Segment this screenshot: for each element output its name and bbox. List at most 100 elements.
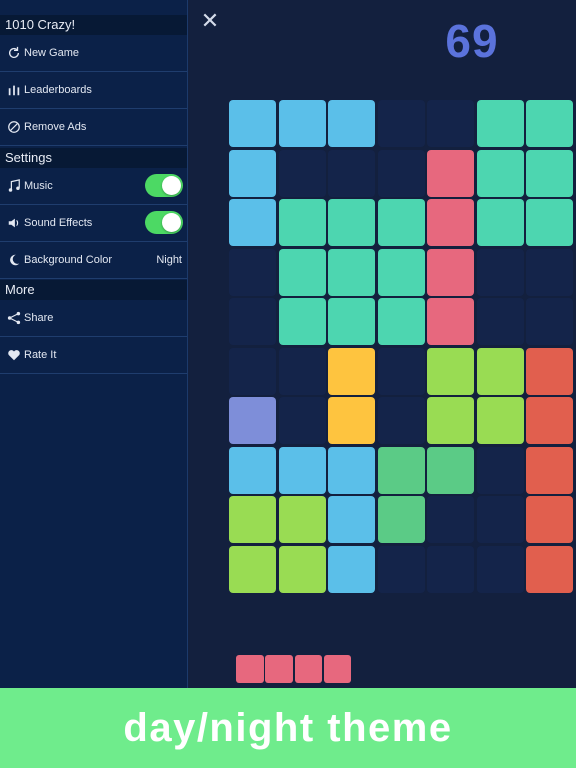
heart-icon	[6, 347, 22, 363]
empty-cell	[476, 298, 524, 345]
leaderboards-label: Leaderboards	[24, 84, 92, 96]
share-label: Share	[24, 312, 54, 324]
filled-cell	[476, 199, 524, 246]
share-icon	[6, 310, 22, 326]
filled-cell	[377, 298, 425, 345]
sound-toggle-knob	[162, 213, 181, 232]
filled-cell	[476, 397, 524, 444]
empty-cell	[229, 248, 276, 296]
filled-cell	[427, 149, 474, 197]
empty-cell	[427, 100, 474, 147]
filled-cell	[328, 496, 375, 543]
empty-cell	[526, 248, 573, 296]
filled-cell	[229, 496, 276, 543]
no-sign-icon	[6, 119, 22, 135]
piece-cell	[323, 655, 352, 683]
filled-cell	[229, 149, 276, 197]
filled-cell	[526, 545, 573, 593]
filled-cell	[377, 199, 425, 246]
music-note-icon	[6, 178, 22, 194]
moon-icon	[6, 252, 22, 268]
side-menu: 1010 Crazy! New Game Leaderboards Remove…	[0, 0, 188, 688]
sound-effects-toggle[interactable]	[145, 211, 183, 234]
empty-cell	[377, 545, 425, 593]
empty-cell	[476, 496, 524, 543]
empty-cell	[377, 100, 425, 147]
music-label: Music	[24, 180, 53, 192]
empty-cell	[526, 298, 573, 345]
promo-banner: day/night theme	[0, 688, 576, 768]
empty-cell	[476, 446, 524, 494]
background-color-label: Background Color	[24, 254, 113, 266]
piece-cell	[294, 655, 323, 683]
speaker-icon	[6, 215, 22, 231]
music-toggle-knob	[162, 176, 181, 195]
close-icon[interactable]: ✕	[200, 8, 220, 33]
new-game-label: New Game	[24, 47, 80, 59]
refresh-icon	[6, 45, 22, 61]
empty-cell	[278, 397, 326, 444]
filled-cell	[377, 446, 425, 494]
filled-cell	[377, 496, 425, 543]
empty-cell	[427, 496, 474, 543]
settings-header: Settings	[0, 148, 187, 168]
filled-cell	[229, 397, 276, 444]
filled-cell	[427, 347, 474, 395]
filled-cell	[526, 100, 573, 147]
filled-cell	[278, 100, 326, 147]
filled-cell	[278, 496, 326, 543]
empty-cell	[377, 347, 425, 395]
empty-cell	[328, 149, 375, 197]
filled-cell	[328, 446, 375, 494]
filled-cell	[476, 347, 524, 395]
empty-cell	[229, 347, 276, 395]
empty-cell	[278, 149, 326, 197]
filled-cell	[476, 149, 524, 197]
score: 69	[445, 15, 499, 67]
filled-cell	[229, 446, 276, 494]
filled-cell	[328, 298, 375, 345]
share-button[interactable]: Share	[0, 300, 187, 337]
filled-cell	[229, 100, 276, 147]
empty-cell	[278, 347, 326, 395]
filled-cell	[526, 149, 573, 197]
empty-cell	[476, 545, 524, 593]
filled-cell	[526, 397, 573, 444]
sound-effects-label: Sound Effects	[24, 217, 93, 229]
filled-cell	[328, 347, 375, 395]
filled-cell	[526, 347, 573, 395]
menu-title: 1010 Crazy!	[0, 15, 187, 35]
remove-ads-label: Remove Ads	[24, 121, 87, 133]
filled-cell	[328, 545, 375, 593]
new-game-button[interactable]: New Game	[0, 35, 187, 72]
empty-cell	[377, 397, 425, 444]
bar-chart-icon	[6, 82, 22, 98]
empty-cell	[229, 298, 276, 345]
empty-cell	[476, 248, 524, 296]
filled-cell	[427, 397, 474, 444]
music-toggle[interactable]	[145, 174, 183, 197]
filled-cell	[278, 248, 326, 296]
filled-cell	[526, 199, 573, 246]
game-area: ✕ 69	[187, 0, 576, 688]
filled-cell	[526, 446, 573, 494]
filled-cell	[427, 446, 474, 494]
background-color-setting[interactable]: Background Color Night	[0, 242, 187, 279]
filled-cell	[229, 545, 276, 593]
filled-cell	[278, 298, 326, 345]
remove-ads-button[interactable]: Remove Ads	[0, 109, 187, 146]
filled-cell	[476, 100, 524, 147]
filled-cell	[278, 446, 326, 494]
rate-it-label: Rate It	[24, 349, 57, 361]
empty-cell	[377, 149, 425, 197]
leaderboards-button[interactable]: Leaderboards	[0, 72, 187, 109]
filled-cell	[427, 248, 474, 296]
filled-cell	[328, 199, 375, 246]
filled-cell	[278, 199, 326, 246]
filled-cell	[229, 199, 276, 246]
filled-cell	[377, 248, 425, 296]
rate-it-button[interactable]: Rate It	[0, 337, 187, 374]
piece-cell	[265, 655, 293, 683]
filled-cell	[328, 100, 375, 147]
sound-effects-setting: Sound Effects	[0, 205, 187, 242]
